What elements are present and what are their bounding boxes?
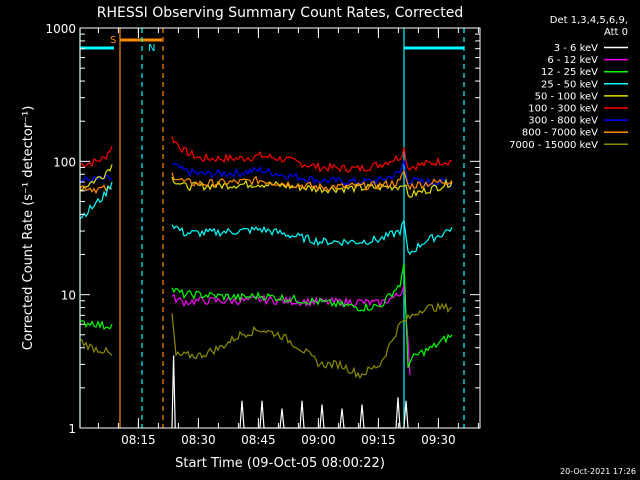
x-tick-label: 09:00 (301, 433, 336, 447)
series-line (171, 301, 453, 380)
y-tick-label: 1 (68, 422, 76, 436)
legend-entry-label: 7000 - 15000 keV (509, 140, 598, 151)
series-line (79, 145, 113, 168)
legend-entry-label: 800 - 7000 keV (522, 128, 598, 139)
series-line (171, 136, 453, 173)
series-line (79, 181, 113, 219)
series-line (171, 219, 453, 256)
x-tick-label: 08:45 (241, 433, 276, 447)
legend-entry-label: 50 - 100 keV (535, 91, 599, 102)
legend-entry-label: 12 - 25 keV (541, 67, 598, 78)
y-tick-label: 1000 (45, 22, 76, 36)
series-line (79, 339, 113, 356)
x-axis-label: Start Time (09-Oct-05 08:00:22) (175, 456, 385, 471)
x-tick-label: 09:30 (421, 433, 456, 447)
legend-header: Det 1,3,4,5,6,9, (550, 15, 628, 26)
y-tick-label: 100 (53, 155, 76, 169)
y-axis-label: Corrected Count Rate (s⁻¹ detector⁻¹) (21, 106, 36, 351)
legend-entry-label: 3 - 6 keV (554, 43, 598, 54)
night-label: N (148, 43, 155, 54)
x-tick-label: 09:15 (361, 433, 396, 447)
chart-title: RHESSI Observing Summary Count Rates, Co… (97, 5, 463, 21)
series-line (79, 319, 113, 331)
series-line (171, 263, 453, 368)
legend-entry-label: 25 - 50 keV (541, 79, 598, 90)
saa-label: S (110, 35, 116, 46)
y-tick-label: 10 (61, 289, 76, 303)
legend-entry-label: 300 - 800 keV (528, 116, 598, 127)
plot-frame (79, 27, 481, 429)
series-line (171, 169, 453, 192)
x-tick-label: 08:30 (181, 433, 216, 447)
series-line (79, 164, 113, 192)
legend-header: Att 0 (604, 27, 628, 38)
footer-timestamp: 20-Oct-2021 17:26 (560, 467, 636, 476)
x-tick-label: 08:15 (121, 433, 156, 447)
series-line (79, 184, 113, 195)
series-line (171, 160, 453, 189)
legend-entry-label: 100 - 300 keV (528, 104, 598, 115)
axis-layer: 1 10 100 1000 08:15 08:30 08:45 09:00 09:15 09:30 (45, 22, 481, 447)
series-line (171, 355, 176, 429)
legend-entry-label: 6 - 12 keV (547, 55, 598, 66)
